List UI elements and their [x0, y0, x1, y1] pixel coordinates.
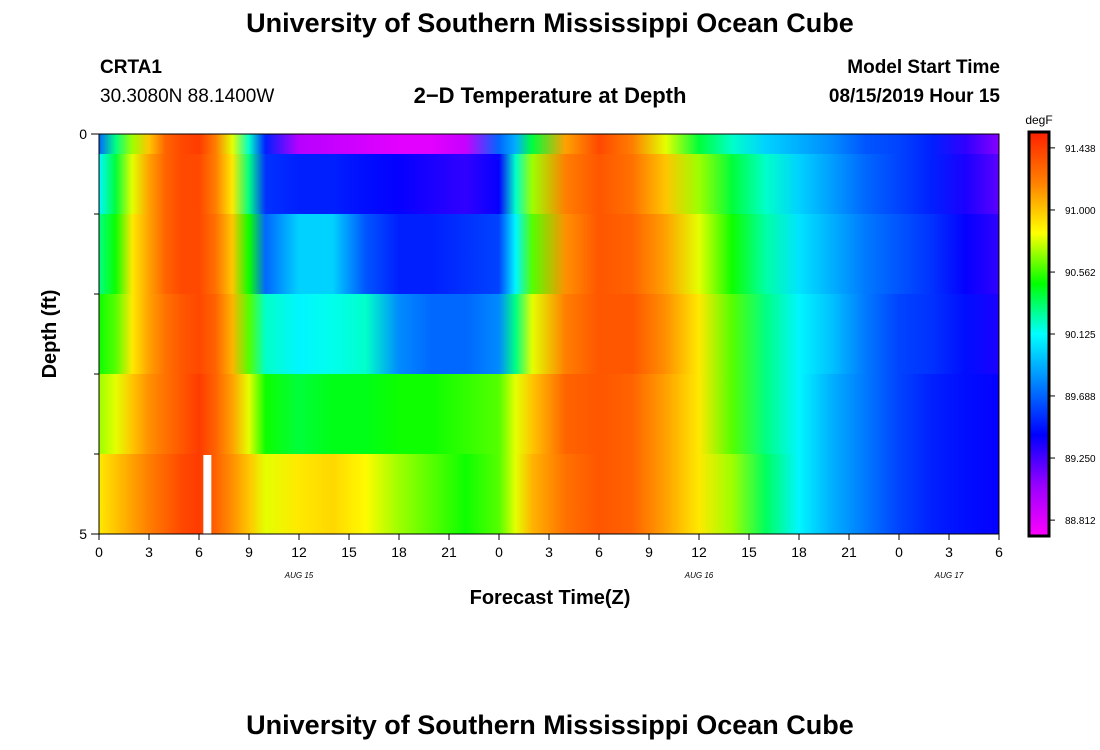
- x-tick-label: 15: [341, 544, 357, 560]
- y-axis-label: Depth (ft): [39, 290, 61, 379]
- x-tick-label: 0: [895, 544, 903, 560]
- x-tick-label: 0: [495, 544, 503, 560]
- x-tick-label: 12: [291, 544, 307, 560]
- colorbar-tick-label: 91.438: [1065, 144, 1096, 155]
- missing-data-cell: [203, 455, 212, 534]
- heatmap-row: [99, 374, 999, 454]
- colorbar-tick-label: 89.688: [1065, 392, 1096, 403]
- y-tick-label: 5: [79, 526, 87, 542]
- x-tick-label: 9: [645, 544, 653, 560]
- date-label: AUG 16: [684, 571, 714, 580]
- x-tick-label: 3: [945, 544, 953, 560]
- x-tick-label: 15: [741, 544, 757, 560]
- colorbar-tick-label: 90.125: [1065, 330, 1096, 341]
- x-tick-label: 12: [691, 544, 707, 560]
- y-tick-label: 0: [79, 126, 87, 142]
- heatmap-row: [99, 154, 999, 214]
- x-tick-label: 6: [595, 544, 603, 560]
- colorbar-unit: degF: [1025, 113, 1052, 127]
- model-start-value: 08/15/2019 Hour 15: [828, 86, 1000, 107]
- x-axis-label: Forecast Time(Z): [470, 587, 631, 609]
- plot-title: 2−D Temperature at Depth: [413, 83, 687, 108]
- missing-data-cells: [203, 455, 212, 534]
- x-tick-label: 18: [391, 544, 407, 560]
- heatmap-row: [99, 454, 999, 534]
- heatmap-row: [99, 134, 999, 154]
- model-start-label: Model Start Time: [847, 57, 1000, 78]
- colorbar-tick-label: 91.000: [1065, 206, 1096, 217]
- station-coordinates: 30.3080N 88.1400W: [100, 86, 275, 107]
- colorbar-tick-label: 89.250: [1065, 454, 1096, 465]
- x-tick-label: 3: [545, 544, 553, 560]
- colorbar-scale: [1029, 132, 1049, 536]
- colorbar-tick-label: 90.562: [1065, 268, 1096, 279]
- x-tick-label: 18: [791, 544, 807, 560]
- station-id: CRTA1: [100, 57, 162, 78]
- date-label: AUG 15: [284, 571, 314, 580]
- heatmap-row: [99, 294, 999, 374]
- y-axis-ticks: 05: [79, 126, 99, 542]
- x-tick-label: 3: [145, 544, 153, 560]
- colorbar: degF: [1025, 113, 1053, 538]
- page-title: University of Southern Mississippi Ocean…: [246, 8, 854, 38]
- colorbar-tick-label: 88.812: [1065, 516, 1096, 527]
- x-tick-label: 21: [841, 544, 857, 560]
- footer-title: University of Southern Mississippi Ocean…: [246, 710, 854, 740]
- x-tick-label: 0: [95, 544, 103, 560]
- heatmap-row: [99, 214, 999, 294]
- x-tick-label: 9: [245, 544, 253, 560]
- x-tick-label: 21: [441, 544, 457, 560]
- x-tick-label: 6: [995, 544, 1003, 560]
- date-label: AUG 17: [934, 571, 964, 580]
- heatmap-cells: [99, 134, 999, 534]
- x-tick-label: 6: [195, 544, 203, 560]
- x-axis-ticks: 0 3 6 9 12 15 18 21 0 3 6 9 12 15 18 21 0 3 6 AUG 15 AUG 16 A…: [95, 534, 1003, 580]
- colorbar-ticks: 91.438 91.000 90.562 90.125 89.688 89.250 88.8…: [1049, 144, 1096, 527]
